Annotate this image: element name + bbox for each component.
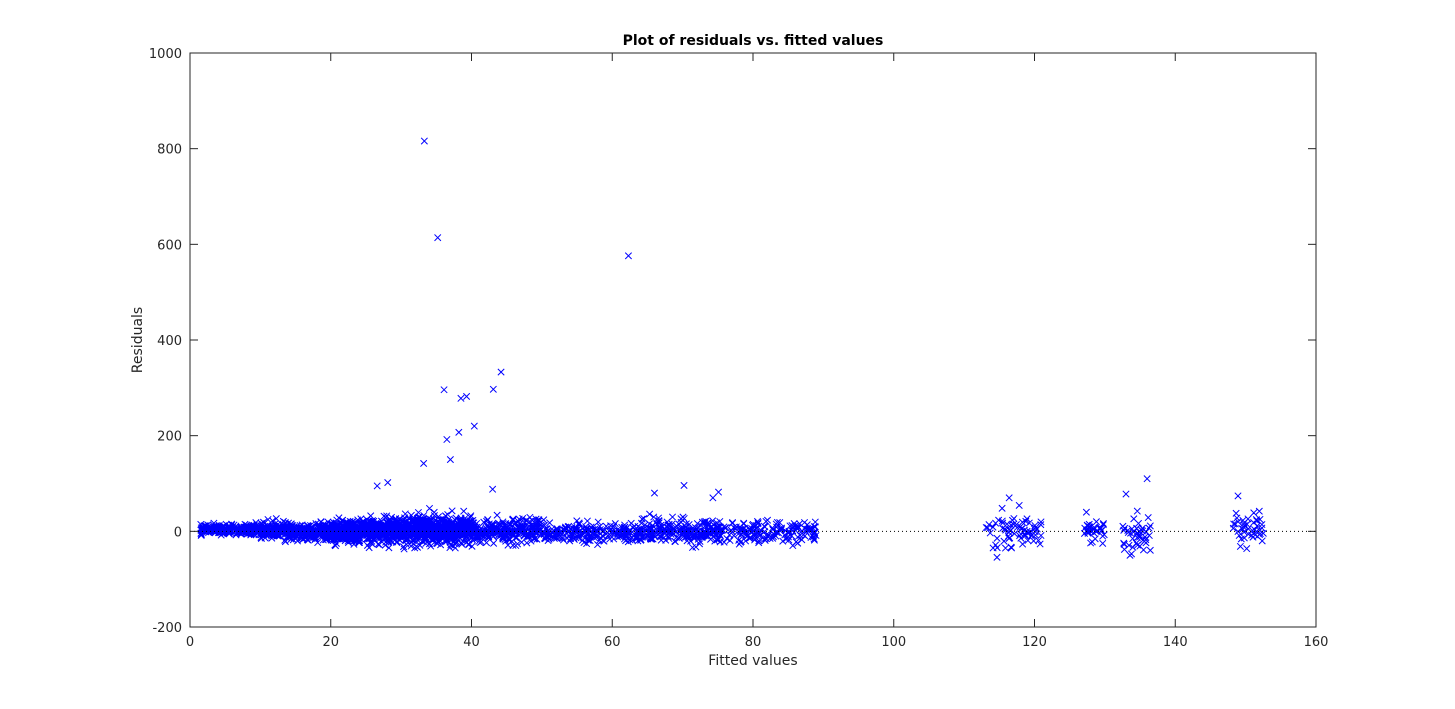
x-tick-label: 40 [463,635,480,650]
outlier-point [457,394,465,402]
x-tick-label: 100 [881,635,906,650]
outlier-point [489,385,497,393]
outlier-point [489,485,497,493]
outlier-point [434,234,442,242]
x-tick-label: 20 [322,635,339,650]
outlier-point [463,392,471,400]
outlier-point [650,489,659,497]
outlier-point [497,368,505,376]
outlier-point [420,137,428,145]
outlier-point [1122,490,1130,498]
y-tick-label: 400 [157,334,182,349]
outlier-point [680,481,688,489]
points-layer [197,137,1267,561]
outlier-point [709,494,717,502]
x-tick-label: 140 [1163,635,1188,650]
y-tick-label: -200 [152,621,182,636]
x-tick-label: 120 [1022,635,1047,650]
outlier-point [470,422,478,430]
outlier-point [1143,475,1151,483]
x-tick-label: 0 [186,635,194,650]
axis-ticks: 0 20 40 60 80 100 120 140 160 -200 0 200 400 600 800 10… [149,47,1329,650]
outlier-point [1005,494,1013,502]
residual-points-cloud [197,492,1267,561]
y-tick-label: 1000 [149,47,182,62]
x-axis-label: Fitted values [708,653,797,669]
x-tick-label: 80 [745,635,762,650]
outlier-point [455,428,463,436]
outlier-point [373,482,381,490]
outlier-point [446,456,454,464]
outlier-point [443,435,451,444]
outlier-point [420,459,428,467]
outlier-point [624,252,632,260]
y-tick-label: 200 [157,430,182,445]
outlier-point [384,478,392,487]
y-tick-label: 0 [174,525,182,540]
x-tick-label: 60 [604,635,621,650]
x-tick-label: 160 [1304,635,1329,650]
outlier-point [440,386,448,394]
y-tick-label: 600 [157,238,182,253]
outlier-point [714,488,723,496]
chart-title: Plot of residuals vs. fitted values [623,33,884,49]
y-axis-label: Residuals [130,307,146,373]
y-tick-label: 800 [157,143,182,158]
